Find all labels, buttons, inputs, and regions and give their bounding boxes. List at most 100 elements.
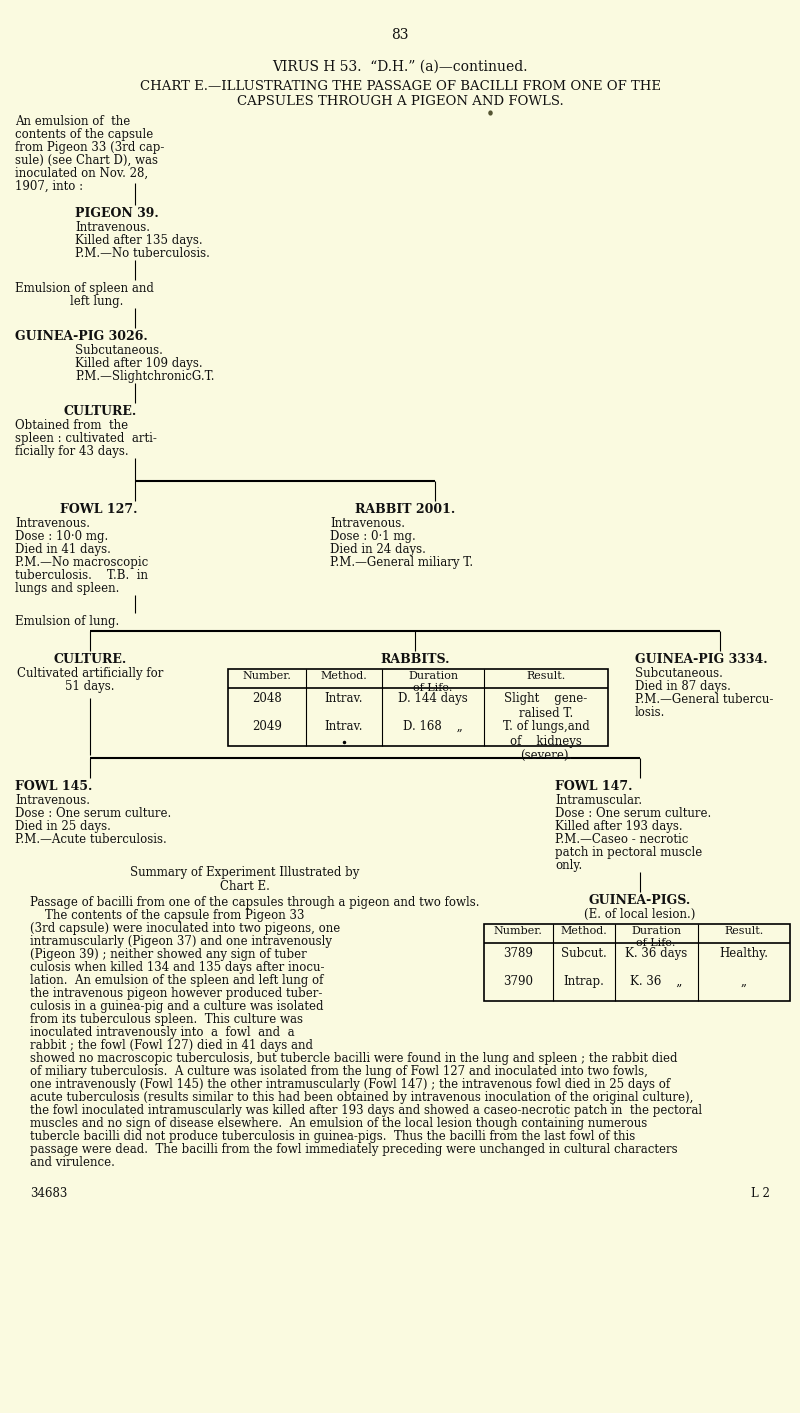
Text: patch in pectoral muscle: patch in pectoral muscle [555, 846, 702, 859]
Text: L 2: L 2 [751, 1187, 770, 1200]
Text: lation.  An emulsion of the spleen and left lung of: lation. An emulsion of the spleen and le… [30, 974, 323, 988]
Text: K. 36    „: K. 36 „ [630, 975, 682, 988]
Text: Emulsion of spleen and: Emulsion of spleen and [15, 283, 154, 295]
Text: Method.: Method. [561, 926, 607, 935]
Text: from Pigeon 33 (3rd cap-: from Pigeon 33 (3rd cap- [15, 141, 164, 154]
Text: Emulsion of lung.: Emulsion of lung. [15, 615, 119, 627]
Text: PIGEON 39.: PIGEON 39. [75, 206, 158, 220]
Text: Result.: Result. [724, 926, 764, 935]
Text: P.M.—SlightchronicG.T.: P.M.—SlightchronicG.T. [75, 370, 214, 383]
Text: Intravenous.: Intravenous. [15, 517, 90, 530]
Text: acute tuberculosis (results similar to this had been obtained by intravenous ino: acute tuberculosis (results similar to t… [30, 1091, 694, 1104]
Text: losis.: losis. [635, 706, 666, 719]
Text: „: „ [741, 975, 747, 988]
Text: Dose : 10·0 mg.: Dose : 10·0 mg. [15, 530, 108, 543]
Text: CAPSULES THROUGH A PIGEON AND FOWLS.: CAPSULES THROUGH A PIGEON AND FOWLS. [237, 95, 563, 107]
Text: sule) (see Chart D), was: sule) (see Chart D), was [15, 154, 158, 167]
Text: showed no macroscopic tuberculosis, but tubercle bacilli were found in the lung : showed no macroscopic tuberculosis, but … [30, 1053, 678, 1065]
Text: Killed after 109 days.: Killed after 109 days. [75, 357, 202, 370]
Text: Subcutaneous.: Subcutaneous. [75, 343, 163, 357]
Text: passage were dead.  The bacilli from the fowl immediately preceding were unchang: passage were dead. The bacilli from the … [30, 1143, 678, 1156]
Text: An emulsion of  the: An emulsion of the [15, 114, 130, 129]
Text: Intrav.: Intrav. [325, 692, 363, 705]
Text: Killed after 193 days.: Killed after 193 days. [555, 820, 682, 834]
Bar [228, 668, 608, 746]
Text: Duration
of Life.: Duration of Life. [631, 926, 681, 948]
Text: Number.: Number. [494, 926, 542, 935]
Text: K. 36 days: K. 36 days [625, 947, 687, 959]
Text: Intrav.: Intrav. [325, 721, 363, 733]
Text: The contents of the capsule from Pigeon 33: The contents of the capsule from Pigeon … [30, 909, 305, 923]
Text: only.: only. [555, 859, 582, 872]
Bar [484, 924, 790, 1000]
Text: Killed after 135 days.: Killed after 135 days. [75, 235, 202, 247]
Text: 34683: 34683 [30, 1187, 67, 1200]
Text: Died in 25 days.: Died in 25 days. [15, 820, 111, 834]
Text: (Pigeon 39) ; neither showed any sign of tuber: (Pigeon 39) ; neither showed any sign of… [30, 948, 306, 961]
Text: Dose : One serum culture.: Dose : One serum culture. [555, 807, 711, 820]
Text: tuberculosis.    T.B.  in: tuberculosis. T.B. in [15, 569, 148, 582]
Text: GUINEA-PIG 3026.: GUINEA-PIG 3026. [15, 331, 148, 343]
Text: P.M.—Acute tuberculosis.: P.M.—Acute tuberculosis. [15, 834, 166, 846]
Text: Result.: Result. [526, 671, 566, 681]
Text: Dose : One serum culture.: Dose : One serum culture. [15, 807, 171, 820]
Text: inoculated intravenously into  a  fowl  and  a: inoculated intravenously into a fowl and… [30, 1026, 294, 1039]
Text: culosis in a guinea-pig and a culture was isolated: culosis in a guinea-pig and a culture wa… [30, 1000, 323, 1013]
Text: P.M.—No tuberculosis.: P.M.—No tuberculosis. [75, 247, 210, 260]
Text: 2049: 2049 [252, 721, 282, 733]
Text: 1907, into :: 1907, into : [15, 179, 83, 194]
Text: Method.: Method. [321, 671, 367, 681]
Text: GUINEA-PIGS.: GUINEA-PIGS. [589, 894, 691, 907]
Text: rabbit ; the fowl (Fowl 127) died in 41 days and: rabbit ; the fowl (Fowl 127) died in 41 … [30, 1039, 313, 1053]
Text: contents of the capsule: contents of the capsule [15, 129, 154, 141]
Text: lungs and spleen.: lungs and spleen. [15, 582, 119, 595]
Text: Died in 41 days.: Died in 41 days. [15, 543, 111, 555]
Text: Intrap.: Intrap. [563, 975, 605, 988]
Text: of miliary tuberculosis.  A culture was isolated from the lung of Fowl 127 and i: of miliary tuberculosis. A culture was i… [30, 1065, 648, 1078]
Text: 2048: 2048 [252, 692, 282, 705]
Text: Summary of Experiment Illustrated by: Summary of Experiment Illustrated by [130, 866, 360, 879]
Text: muscles and no sign of disease elsewhere.  An emulsion of the local lesion thoug: muscles and no sign of disease elsewhere… [30, 1118, 647, 1130]
Text: 83: 83 [391, 28, 409, 42]
Text: Cultivated artificially for: Cultivated artificially for [17, 667, 163, 680]
Text: RABBITS.: RABBITS. [380, 653, 450, 666]
Text: FOWL 147.: FOWL 147. [555, 780, 633, 793]
Text: Dose : 0·1 mg.: Dose : 0·1 mg. [330, 530, 416, 543]
Text: P.M.—General miliary T.: P.M.—General miliary T. [330, 555, 473, 569]
Text: and virulence.: and virulence. [30, 1156, 115, 1169]
Text: culosis when killed 134 and 135 days after inocu-: culosis when killed 134 and 135 days aft… [30, 961, 325, 974]
Text: Number.: Number. [242, 671, 291, 681]
Text: Died in 87 days.: Died in 87 days. [635, 680, 731, 692]
Text: one intravenously (Fowl 145) the other intramuscularly (Fowl 147) ; the intraven: one intravenously (Fowl 145) the other i… [30, 1078, 670, 1091]
Text: Died in 24 days.: Died in 24 days. [330, 543, 426, 555]
Text: D. 144 days: D. 144 days [398, 692, 468, 705]
Text: Intramuscular.: Intramuscular. [555, 794, 642, 807]
Text: left lung.: left lung. [70, 295, 123, 308]
Text: CULTURE.: CULTURE. [54, 653, 126, 666]
Text: Slight    gene-
ralised T.: Slight gene- ralised T. [504, 692, 588, 721]
Text: Duration
of Life.: Duration of Life. [408, 671, 458, 692]
Text: the fowl inoculated intramuscularly was killed after 193 days and showed a caseo: the fowl inoculated intramuscularly was … [30, 1104, 702, 1118]
Text: CHART E.—ILLUSTRATING THE PASSAGE OF BACILLI FROM ONE OF THE: CHART E.—ILLUSTRATING THE PASSAGE OF BAC… [139, 81, 661, 93]
Text: Intravenous.: Intravenous. [75, 220, 150, 235]
Text: CULTURE.: CULTURE. [63, 406, 137, 418]
Text: spleen : cultivated  arti-: spleen : cultivated arti- [15, 432, 157, 445]
Text: inoculated on Nov. 28,: inoculated on Nov. 28, [15, 167, 148, 179]
Text: P.M.—General tubercu-: P.M.—General tubercu- [635, 692, 774, 706]
Text: tubercle bacilli did not produce tuberculosis in guinea-pigs.  Thus the bacilli : tubercle bacilli did not produce tubercu… [30, 1130, 635, 1143]
Text: Intravenous.: Intravenous. [15, 794, 90, 807]
Text: (E. of local lesion.): (E. of local lesion.) [584, 909, 696, 921]
Text: D. 168    „: D. 168 „ [403, 721, 463, 733]
Text: P.M.—Caseo - necrotic: P.M.—Caseo - necrotic [555, 834, 688, 846]
Text: 3789: 3789 [503, 947, 533, 959]
Text: Obtained from  the: Obtained from the [15, 420, 128, 432]
Text: P.M.—No macroscopic: P.M.—No macroscopic [15, 555, 148, 569]
Text: 3790: 3790 [503, 975, 533, 988]
Text: (3rd capsule) were inoculated into two pigeons, one: (3rd capsule) were inoculated into two p… [30, 923, 340, 935]
Text: the intravenous pigeon however produced tuber-: the intravenous pigeon however produced … [30, 988, 322, 1000]
Text: Subcutaneous.: Subcutaneous. [635, 667, 723, 680]
Text: ficially for 43 days.: ficially for 43 days. [15, 445, 129, 458]
Text: Subcut.: Subcut. [561, 947, 607, 959]
Text: FOWL 145.: FOWL 145. [15, 780, 92, 793]
Text: T. of lungs,and
of    kidneys
(severe).: T. of lungs,and of kidneys (severe). [502, 721, 590, 763]
